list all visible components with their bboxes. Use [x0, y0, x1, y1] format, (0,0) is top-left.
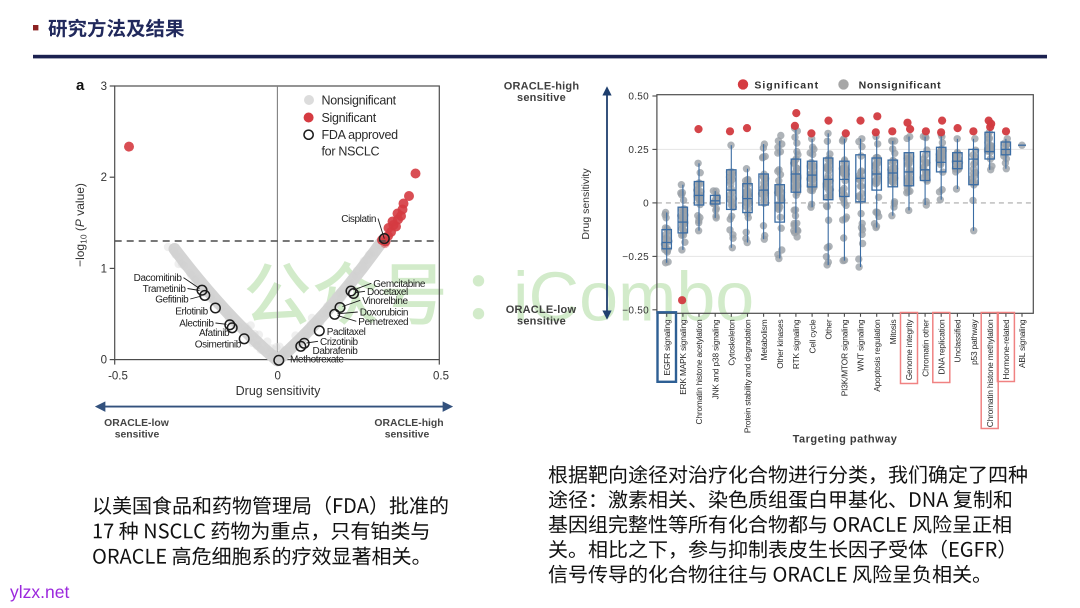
svg-text:Trametinib: Trametinib [143, 284, 187, 295]
svg-text:ABL signaling: ABL signaling [1017, 319, 1027, 368]
svg-text:3: 3 [101, 81, 107, 93]
svg-text:Other: Other [823, 319, 833, 339]
svg-text:ERK MAPK signaling: ERK MAPK signaling [678, 319, 688, 395]
svg-text:Chromatin histone methylation: Chromatin histone methylation [985, 319, 995, 427]
svg-text:ORACLE-low: ORACLE-low [506, 304, 577, 316]
svg-text:RTK signaling: RTK signaling [791, 319, 801, 369]
svg-text:Alectinib: Alectinib [179, 319, 214, 330]
svg-text:1: 1 [101, 263, 107, 275]
svg-text:Doxorubicin: Doxorubicin [360, 308, 408, 319]
svg-text:Erlotinib: Erlotinib [175, 307, 208, 318]
svg-text:Vinorelbine: Vinorelbine [362, 296, 408, 307]
svg-text:sensitive: sensitive [517, 92, 566, 104]
svg-text:0.5: 0.5 [433, 371, 449, 383]
svg-text:Osimertinib: Osimertinib [195, 340, 242, 351]
svg-text:Significant: Significant [754, 79, 819, 91]
svg-text:Afatinib: Afatinib [199, 328, 230, 339]
svg-text:Chromatin other: Chromatin other [920, 319, 930, 377]
svg-text:ORACLE-high: ORACLE-high [504, 81, 580, 93]
svg-text:Other kinases: Other kinases [775, 320, 785, 369]
svg-text:Methotrexate: Methotrexate [290, 354, 344, 365]
svg-text:ylzx.net: ylzx.net [10, 582, 69, 602]
svg-text:Dabrafenib: Dabrafenib [313, 346, 359, 357]
svg-text:−0.50: −0.50 [622, 305, 649, 316]
svg-text:Protein stability and degradat: Protein stability and degradation [743, 319, 753, 433]
svg-text:0.50: 0.50 [628, 92, 649, 103]
svg-text:EGFR signaling: EGFR signaling [662, 319, 672, 376]
svg-text:Chromatin histone acetylation: Chromatin histone acetylation [694, 319, 704, 424]
svg-text:0: 0 [101, 355, 107, 367]
svg-text:Pemetrexed: Pemetrexed [358, 317, 408, 328]
svg-text:0: 0 [274, 371, 280, 383]
svg-text:Targeting pathway: Targeting pathway [793, 434, 898, 446]
svg-text:Significant: Significant [322, 111, 377, 125]
svg-text:DNA replication: DNA replication [937, 319, 947, 374]
svg-text:Drug sensitivity: Drug sensitivity [580, 168, 592, 240]
svg-text:sensitive: sensitive [385, 430, 430, 441]
svg-text:Drug sensitivity: Drug sensitivity [236, 384, 321, 398]
svg-text:0: 0 [643, 199, 649, 210]
svg-text:Mitosis: Mitosis [888, 319, 898, 344]
svg-text:Nonsignificant: Nonsignificant [859, 79, 942, 91]
svg-text:Cytoskeleton: Cytoskeleton [727, 319, 737, 366]
svg-text:p53 pathway: p53 pathway [969, 319, 979, 365]
svg-text:PI3K/MTOR signaling: PI3K/MTOR signaling [840, 319, 850, 396]
svg-text:Cisplatin: Cisplatin [341, 214, 376, 225]
svg-text:ORACLE-low: ORACLE-low [104, 418, 170, 429]
svg-text:for NSCLC: for NSCLC [322, 144, 380, 158]
svg-text:0.25: 0.25 [628, 145, 649, 156]
svg-text:Apoptosis regulation: Apoptosis regulation [872, 319, 882, 392]
svg-text:iCombo: iCombo [513, 258, 754, 336]
svg-text:Genome integrity: Genome integrity [904, 319, 914, 381]
svg-text:Dacomitinib: Dacomitinib [134, 273, 183, 284]
svg-text:ORACLE-high: ORACLE-high [374, 418, 443, 429]
svg-text:-0.5: -0.5 [108, 371, 128, 383]
svg-text:sensitive: sensitive [115, 430, 160, 441]
svg-text:Crizotinib: Crizotinib [320, 337, 359, 348]
svg-text:Docetaxel: Docetaxel [367, 287, 408, 298]
svg-text:−log10 (P value): −log10 (P value) [73, 183, 89, 267]
svg-text:Unclassified: Unclassified [953, 319, 963, 362]
svg-text:Cell cycle: Cell cycle [807, 319, 817, 354]
svg-text:a: a [76, 77, 85, 94]
svg-text:Nonsignificant: Nonsignificant [322, 93, 397, 107]
svg-text:JNK and p38 signaling: JNK and p38 signaling [710, 319, 720, 399]
svg-text:FDA approved: FDA approved [322, 128, 399, 142]
svg-text:2: 2 [101, 172, 107, 184]
svg-text:Hormone-related: Hormone-related [1001, 319, 1011, 380]
svg-text:Gefitinib: Gefitinib [155, 295, 189, 306]
svg-text:sensitive: sensitive [517, 316, 566, 328]
svg-text:Paclitaxel: Paclitaxel [327, 327, 366, 338]
svg-text:Gemcitabine: Gemcitabine [373, 279, 426, 290]
svg-text:Metabolism: Metabolism [759, 319, 769, 360]
svg-text:−0.25: −0.25 [622, 252, 649, 263]
svg-text:WNT signaling: WNT signaling [856, 319, 866, 371]
